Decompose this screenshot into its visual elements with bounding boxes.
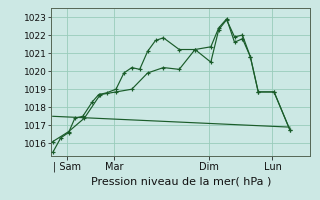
X-axis label: Pression niveau de la mer( hPa ): Pression niveau de la mer( hPa ) [91, 176, 271, 186]
